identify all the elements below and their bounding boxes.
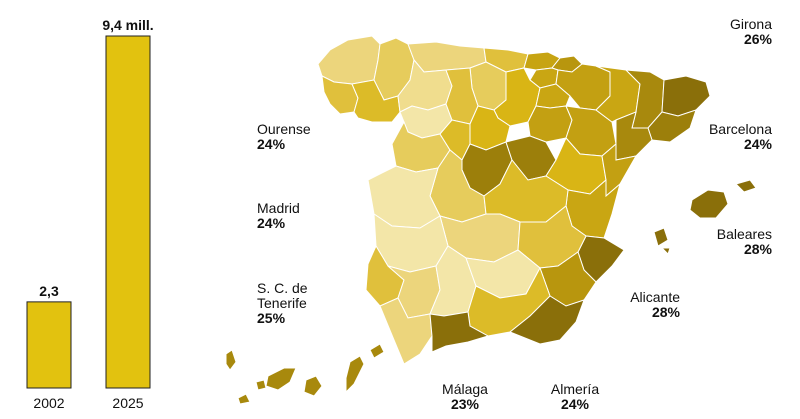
label-malaga: Málaga 23% [430, 382, 500, 412]
island-fuerteventura [345, 355, 365, 394]
bar-category-label-2025: 2025 [112, 395, 143, 411]
label-girona-name: Girona [729, 16, 772, 32]
label-ourense-value: 24% [257, 136, 286, 152]
label-ourense-name: Ourense [257, 121, 311, 137]
label-girona: Girona 26% [700, 17, 772, 47]
label-baleares-name: Baleares [716, 226, 772, 242]
province-girona [661, 75, 711, 117]
label-almeria: Almería 24% [538, 382, 612, 412]
label-madrid-name: Madrid [257, 200, 300, 216]
label-ourense: Ourense 24% [257, 122, 311, 152]
island-gran-canaria [303, 375, 323, 397]
label-tenerife-name-2: Tenerife [257, 295, 307, 311]
label-barcelona-name: Barcelona [708, 121, 772, 137]
island-la-gomera [255, 379, 267, 391]
island-mallorca [689, 189, 729, 219]
label-alicante-name: Alicante [630, 289, 680, 305]
label-malaga-value: 23% [450, 396, 480, 412]
label-madrid-value: 24% [257, 215, 286, 231]
province-malaga [429, 311, 490, 353]
label-barcelona-value: 24% [743, 136, 772, 152]
label-baleares: Baleares 28% [690, 227, 772, 257]
island-tenerife [265, 367, 297, 391]
label-tenerife: S. C. de Tenerife 25% [257, 281, 308, 326]
bar-2002 [26, 301, 72, 389]
label-girona-value: 26% [743, 31, 772, 47]
label-madrid: Madrid 24% [257, 201, 300, 231]
island-menorca [735, 179, 757, 193]
label-almeria-value: 24% [560, 396, 590, 412]
bar-chart: 2,3 2002 9,4 mill. 2025 [26, 17, 154, 411]
province-a-coruna [317, 35, 381, 85]
label-tenerife-name-1: S. C. de [257, 280, 308, 296]
province-almeria [509, 295, 585, 345]
island-formentera [660, 247, 671, 255]
label-barcelona: Barcelona 24% [680, 122, 772, 152]
bar-value-label-2002: 2,3 [39, 283, 59, 299]
label-baleares-value: 28% [743, 241, 772, 257]
island-la-palma [225, 349, 237, 371]
island-el-hierro [237, 393, 251, 405]
spain-map [225, 35, 757, 405]
bar-value-label-2025: 9,4 mill. [102, 17, 153, 33]
label-alicante-value: 28% [651, 304, 680, 320]
island-lanzarote [369, 343, 385, 359]
bar-category-label-2002: 2002 [33, 395, 64, 411]
bar-2025 [105, 35, 151, 389]
province-soria [527, 105, 573, 143]
label-tenerife-value: 25% [257, 310, 286, 326]
label-alicante: Alicante 28% [600, 290, 680, 320]
province-ourense [351, 79, 401, 123]
island-ibiza [653, 227, 669, 247]
label-almeria-name: Almería [550, 381, 600, 397]
label-malaga-name: Málaga [442, 381, 488, 397]
